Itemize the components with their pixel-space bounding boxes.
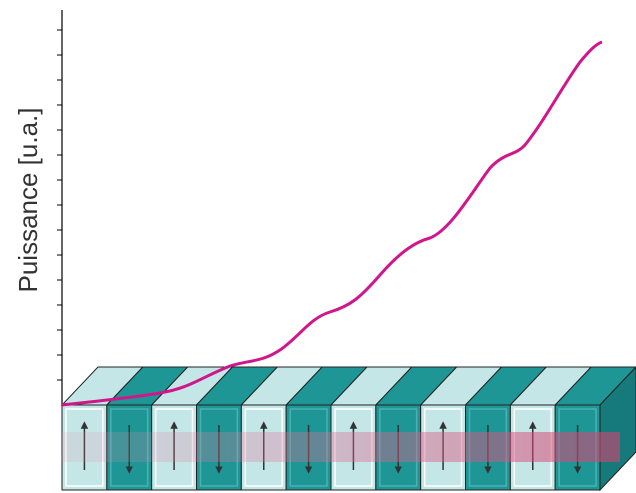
crystal	[60, 366, 636, 492]
power-curve	[61, 40, 603, 407]
axis-ticks	[57, 29, 62, 381]
beam	[62, 432, 620, 462]
axis-label: Puissance [u.a.]	[13, 108, 43, 293]
